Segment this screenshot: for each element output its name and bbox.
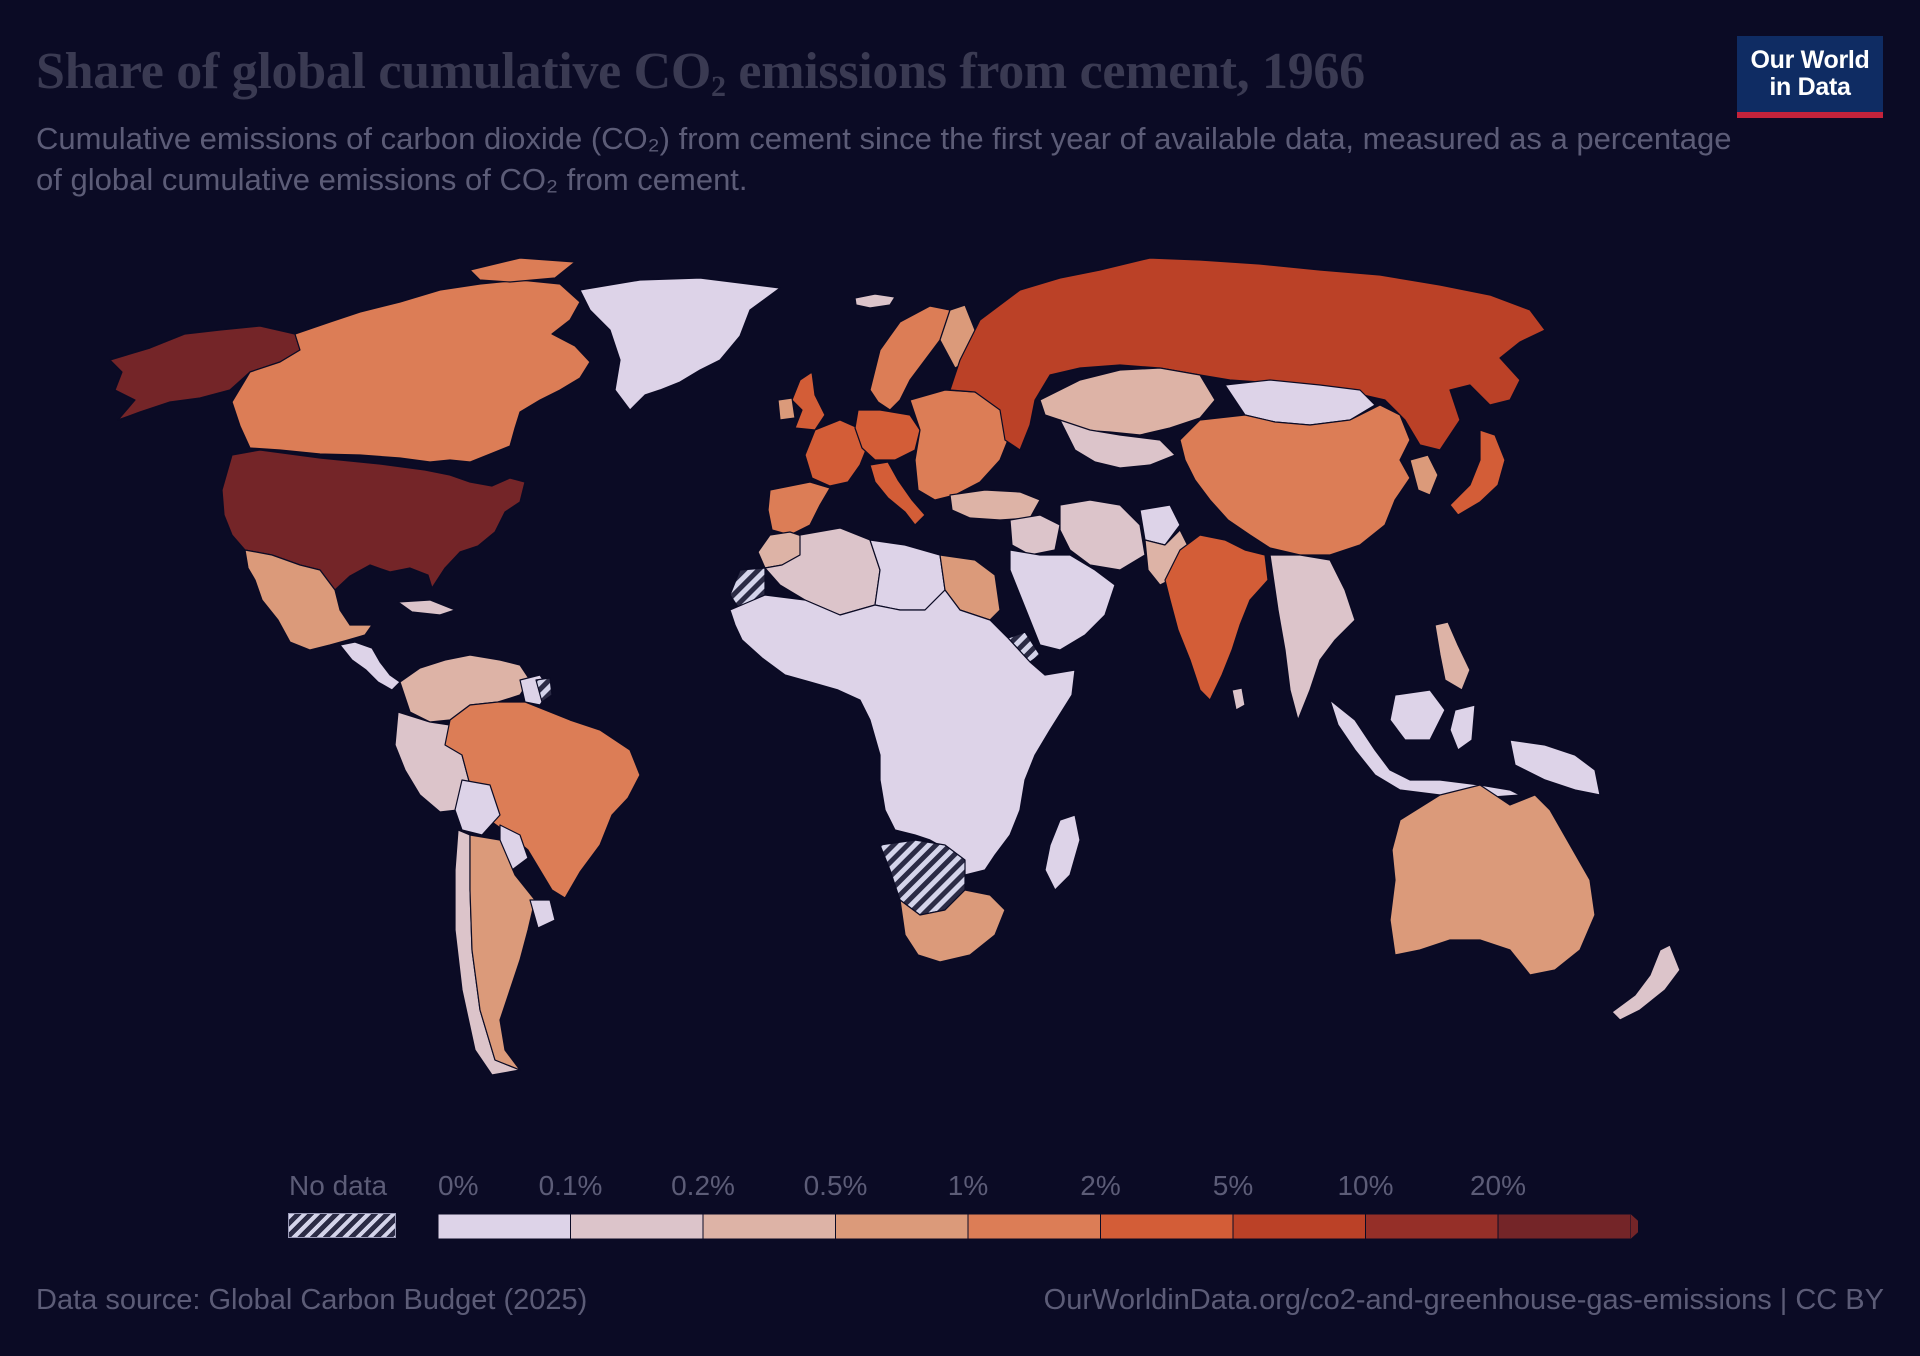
region-sri-lanka[interactable] [1231,687,1246,711]
region-middle-east[interactable] [1009,514,1061,556]
legend-color-scale [438,1213,1638,1240]
region-japan[interactable] [1449,429,1506,516]
region-bolivia[interactable] [454,779,501,836]
legend-label-4: 1% [947,1170,989,1201]
region-united-kingdom[interactable] [791,371,826,431]
region-southeast-asia[interactable] [1269,554,1356,721]
region-turkey[interactable] [949,489,1041,521]
region-central-europe[interactable] [854,409,921,461]
region-sub-saharan-africa[interactable] [729,589,1076,876]
region-scandinavia[interactable] [869,305,951,411]
region-mexico[interactable] [244,549,373,651]
region-iceland[interactable] [854,293,896,309]
legend-swatch-2 [702,1213,836,1240]
legend-swatch-1 [570,1213,704,1240]
legend-label-8: 20% [1469,1170,1527,1201]
region-new-guinea[interactable] [1509,739,1601,796]
legend-label-1: 0.1% [538,1170,603,1201]
region-afghanistan[interactable] [1139,504,1181,546]
region-russia[interactable] [949,257,1546,451]
legend-swatch-4 [967,1213,1101,1240]
legend-no-data-label: No data [289,1170,388,1201]
region-madagascar[interactable] [1044,814,1081,891]
region-china[interactable] [1179,404,1411,556]
legend-swatch-5 [1100,1213,1234,1240]
region-iberia[interactable] [767,481,831,536]
region-indonesia[interactable] [1329,699,1521,799]
region-uruguay[interactable] [529,899,556,929]
region-libya[interactable] [869,539,946,611]
region-alaska[interactable] [109,325,301,421]
legend-label-7: 10% [1337,1170,1394,1201]
legend-no-data-swatch [288,1213,396,1238]
region-argentina[interactable] [469,834,536,1071]
legend-label-0: 0% [438,1170,479,1201]
region-french-guiana[interactable] [535,677,553,703]
region-south-africa[interactable] [899,889,1006,963]
region-central-america[interactable] [339,641,401,691]
legend-swatch-3 [835,1213,969,1240]
legend-label-6: 5% [1212,1170,1254,1201]
region-cuba[interactable] [397,599,456,616]
region-borneo[interactable] [1389,689,1446,741]
legend-swatch-7 [1365,1213,1499,1240]
region-sulawesi[interactable] [1449,704,1476,751]
legend-swatch-8 [1497,1213,1631,1240]
chart-subtitle: Cumulative emissions of carbon dioxide (… [36,121,1732,197]
region-canada-islands[interactable] [469,257,576,283]
footer-url[interactable]: OurWorldinData.org/co2-and-greenhouse-ga… [1043,1284,1884,1316]
region-australia[interactable] [1389,784,1596,976]
region-canada[interactable] [231,279,591,463]
legend-label-5: 2% [1080,1170,1121,1201]
legend-label-2: 0.2% [671,1170,735,1201]
region-iran[interactable] [1059,499,1146,571]
region-arabian-peninsula[interactable] [1009,549,1116,651]
region-new-zealand[interactable] [1611,944,1681,1021]
legend-arrow [1630,1214,1638,1239]
region-ireland[interactable] [777,397,796,421]
world-map[interactable] [0,250,1920,1130]
owid-logo[interactable]: Our World in Data [1737,36,1883,118]
region-korea[interactable] [1409,454,1439,496]
legend-swatch-0 [438,1213,571,1240]
data-source: Data source: Global Carbon Budget (2025) [36,1284,588,1316]
region-greenland[interactable] [579,277,781,411]
region-india[interactable] [1164,534,1269,701]
region-italy[interactable] [869,461,926,526]
legend-label-3: 0.5% [803,1170,868,1201]
chart-title: Share of global cumulative CO2 emissions… [36,43,1365,103]
region-philippines[interactable] [1434,621,1471,691]
region-central-asia[interactable] [1059,419,1176,469]
legend-swatch-6 [1232,1213,1366,1240]
region-france[interactable] [804,419,869,487]
